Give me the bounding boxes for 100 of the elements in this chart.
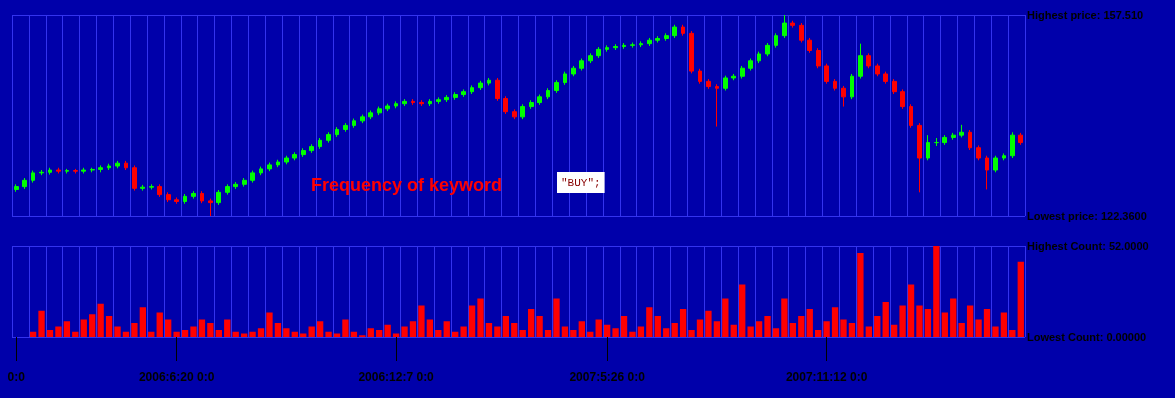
candlestick	[352, 118, 356, 129]
candlestick	[402, 98, 407, 107]
candlestick	[503, 95, 508, 115]
bar	[511, 323, 518, 337]
bar	[494, 326, 501, 337]
bar	[165, 319, 172, 337]
x-tick-label: 2007:5:26 0:0	[569, 370, 646, 384]
bar	[620, 316, 628, 337]
candlestick	[554, 79, 559, 94]
bar	[806, 309, 813, 337]
bar	[629, 331, 636, 337]
bar	[975, 319, 982, 337]
bar	[477, 298, 484, 337]
bar	[637, 326, 645, 337]
candlestick	[267, 162, 272, 172]
bar	[924, 309, 932, 337]
bar	[181, 330, 189, 337]
bar	[350, 331, 358, 337]
candlestick	[546, 87, 550, 100]
bar	[840, 319, 847, 337]
bar	[705, 310, 712, 337]
bar	[46, 330, 54, 337]
candlestick	[841, 85, 846, 108]
candlestick	[715, 83, 719, 128]
bar	[418, 305, 425, 337]
bar	[612, 328, 619, 337]
bar	[308, 326, 315, 337]
candlestick	[284, 155, 289, 165]
candlestick	[740, 65, 745, 80]
candlestick	[782, 14, 787, 39]
bar	[63, 321, 71, 337]
candlestick	[444, 94, 449, 103]
candlestick	[858, 43, 863, 80]
candlestick	[394, 100, 398, 109]
y-tick-label: Highest price: 157.510	[1027, 9, 1144, 21]
bar	[654, 316, 661, 337]
candlestick	[250, 170, 255, 184]
bar	[958, 323, 965, 337]
bar	[173, 331, 180, 337]
candlestick	[892, 78, 897, 95]
y-tick-label: Highest Count: 52.0000	[1027, 240, 1149, 252]
candlestick	[377, 106, 382, 116]
candlestick	[748, 58, 753, 72]
candlestick	[487, 77, 491, 86]
candlestick	[368, 110, 373, 120]
bar	[55, 326, 62, 337]
bar	[899, 305, 906, 337]
candlestick	[39, 169, 44, 176]
bar	[966, 305, 974, 337]
bar	[401, 326, 408, 337]
candlestick	[470, 84, 474, 95]
bar	[798, 316, 805, 337]
candlestick	[115, 160, 120, 169]
bar	[207, 323, 214, 337]
candlestick	[900, 88, 905, 110]
bar	[764, 316, 771, 337]
bar	[696, 319, 704, 337]
bar	[198, 319, 206, 337]
bar	[148, 331, 155, 337]
bar	[815, 330, 822, 337]
bar	[80, 319, 87, 337]
bar	[679, 309, 687, 337]
bar	[755, 321, 763, 337]
candlestick	[56, 167, 61, 174]
candlestick	[985, 155, 989, 190]
bar	[781, 298, 788, 337]
bar	[865, 326, 872, 337]
candlestick	[689, 30, 694, 74]
candlestick	[774, 32, 778, 49]
bar	[688, 330, 695, 337]
bar	[882, 302, 889, 337]
bar	[38, 310, 45, 337]
bar	[29, 331, 37, 337]
candlestick	[461, 88, 466, 98]
bar	[131, 323, 138, 337]
candlestick	[343, 122, 348, 133]
bar	[266, 312, 273, 337]
candlestick	[875, 63, 880, 77]
bar	[72, 331, 79, 337]
bar	[215, 330, 222, 337]
candlestick	[276, 159, 280, 168]
bar	[1017, 261, 1024, 337]
candlestick	[647, 37, 652, 47]
candlestick	[816, 47, 821, 69]
bar	[730, 324, 737, 337]
bar	[772, 328, 780, 337]
candlestick	[419, 99, 424, 107]
candlestick	[124, 160, 128, 171]
bar	[603, 324, 611, 337]
bar	[367, 328, 374, 337]
bar	[435, 330, 442, 337]
candlestick	[706, 78, 711, 90]
candlestick	[360, 114, 365, 124]
bar	[983, 309, 991, 337]
bar	[89, 314, 96, 337]
candlestick	[613, 43, 618, 51]
bar	[739, 284, 746, 337]
candlestick	[512, 108, 517, 120]
bar	[831, 307, 839, 337]
candlestick	[73, 168, 78, 174]
